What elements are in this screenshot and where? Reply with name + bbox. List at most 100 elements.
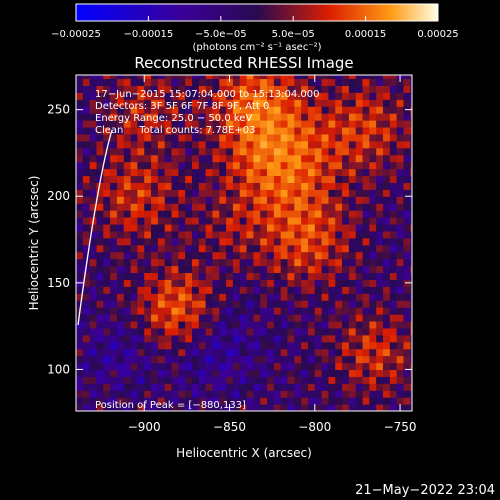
heatmap-cell — [76, 203, 84, 211]
heatmap-cell — [253, 168, 261, 177]
heatmap-cell — [389, 376, 398, 384]
heatmap-cell — [144, 300, 152, 308]
heatmap-cell — [328, 244, 336, 253]
heatmap-cell — [253, 147, 261, 156]
heatmap-cell — [82, 286, 91, 294]
heatmap-cell — [273, 279, 282, 287]
heatmap-cell — [198, 272, 207, 280]
heatmap-cell — [328, 293, 336, 301]
heatmap-cell — [116, 272, 125, 280]
heatmap-cell — [273, 217, 282, 225]
heatmap-cell — [301, 383, 309, 391]
heatmap-cell — [321, 397, 330, 405]
heatmap-cell — [144, 293, 152, 301]
heatmap-cell — [260, 230, 268, 239]
heatmap-cell — [355, 147, 364, 156]
heatmap-cell — [348, 196, 357, 204]
heatmap-cell — [362, 334, 370, 343]
heatmap-cell — [403, 327, 411, 336]
heatmap-cell — [212, 320, 220, 329]
heatmap-cell — [301, 78, 309, 86]
heatmap-cell — [116, 293, 125, 301]
heatmap-cell — [205, 265, 214, 274]
heatmap-cell — [273, 140, 282, 149]
heatmap-cell — [198, 223, 207, 232]
heatmap-cell — [219, 196, 227, 204]
heatmap-cell — [287, 320, 295, 329]
heatmap-cell — [314, 140, 323, 149]
heatmap-cell — [82, 140, 91, 149]
heatmap-cell — [205, 293, 214, 301]
heatmap-cell — [403, 85, 411, 93]
heatmap-cell — [103, 279, 111, 287]
heatmap-cell — [376, 120, 384, 128]
heatmap-cell — [226, 210, 234, 218]
heatmap-cell — [130, 168, 138, 177]
heatmap-cell — [253, 376, 261, 384]
heatmap-cell — [239, 161, 248, 170]
heatmap-cell — [205, 196, 214, 204]
heatmap-cell — [130, 106, 138, 114]
heatmap-cell — [103, 404, 111, 411]
heatmap-cell — [191, 75, 200, 80]
heatmap-cell — [328, 182, 336, 190]
heatmap-cell — [164, 154, 173, 163]
heatmap-cell — [383, 196, 391, 204]
heatmap-cell — [348, 147, 357, 156]
heatmap-cell — [178, 383, 186, 391]
heatmap-cell — [307, 75, 316, 80]
heatmap-cell — [246, 320, 254, 329]
heatmap-cell — [205, 168, 214, 177]
heatmap-cell — [355, 279, 364, 287]
heatmap-cell — [321, 223, 330, 232]
heatmap-cell — [342, 113, 350, 121]
heatmap-cell — [328, 85, 336, 93]
heatmap-cell — [226, 223, 234, 232]
heatmap-cell — [205, 314, 214, 322]
heatmap-cell — [212, 314, 220, 322]
heatmap-cell — [321, 161, 330, 170]
heatmap-cell — [253, 272, 261, 280]
heatmap-cell — [82, 147, 91, 156]
heatmap-cell — [342, 223, 350, 232]
heatmap-cell — [301, 327, 309, 336]
x-tick-label: −750 — [384, 420, 417, 434]
heatmap-cell — [376, 355, 384, 364]
heatmap-cell — [151, 383, 159, 391]
heatmap-cell — [389, 147, 398, 156]
heatmap-cell — [294, 258, 302, 267]
heatmap-cell — [301, 265, 309, 274]
heatmap-cell — [89, 300, 98, 308]
heatmap-cell — [335, 217, 343, 225]
heatmap-cell — [287, 369, 295, 377]
heatmap-cell — [171, 196, 179, 204]
heatmap-cell — [219, 92, 227, 100]
heatmap-cell — [403, 404, 411, 411]
heatmap-cell — [198, 78, 207, 86]
heatmap-cell — [273, 334, 282, 343]
heatmap-cell — [157, 320, 166, 329]
heatmap-cell — [130, 300, 138, 308]
heatmap-cell — [226, 265, 234, 274]
heatmap-cell — [342, 404, 350, 411]
heatmap-cell — [82, 133, 91, 142]
heatmap-cell — [130, 383, 138, 391]
heatmap-cell — [376, 161, 384, 170]
heatmap-cell — [328, 147, 336, 156]
heatmap-cell — [260, 341, 268, 350]
heatmap-cell — [171, 168, 179, 177]
heatmap-cell — [82, 182, 91, 190]
heatmap-cell — [314, 327, 323, 336]
heatmap-cell — [171, 223, 179, 232]
heatmap-cell — [246, 154, 254, 163]
heatmap-cell — [253, 99, 261, 107]
heatmap-cell — [144, 168, 152, 177]
heatmap-cell — [110, 272, 118, 280]
heatmap-cell — [260, 237, 268, 246]
heatmap-cell — [355, 237, 364, 246]
heatmap-cell — [185, 383, 193, 391]
heatmap-cell — [82, 279, 91, 287]
heatmap-cell — [348, 244, 357, 253]
heatmap-cell — [342, 92, 350, 100]
